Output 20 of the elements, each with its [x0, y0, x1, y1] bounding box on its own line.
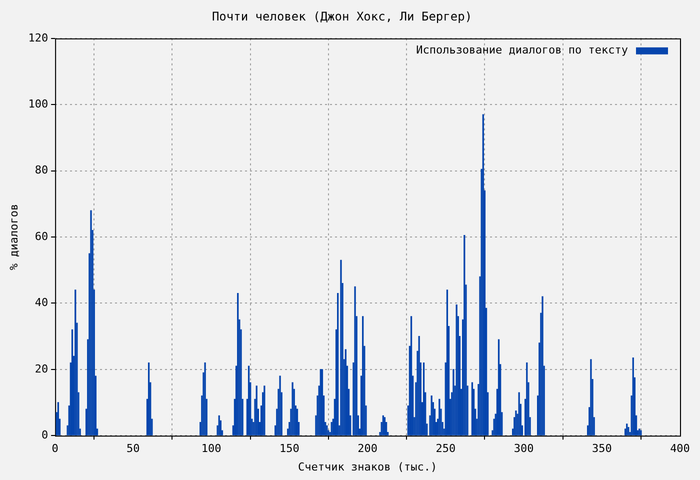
x-axis-title: Счетчик знаков (тыс.): [298, 460, 438, 474]
y-tick-label: 60: [34, 230, 48, 243]
y-tick-label: 20: [34, 362, 48, 376]
x-tick-label: 300: [514, 442, 534, 456]
x-tick-label: 50: [126, 442, 140, 456]
x-tick-label: 250: [436, 442, 456, 456]
x-tick-label: 350: [592, 442, 612, 456]
x-tick-label: 400: [670, 442, 690, 456]
x-tick-label: 200: [358, 442, 378, 456]
chart-title: Почти человек (Джон Хокс, Ли Бергер): [212, 9, 472, 24]
y-tick-label: 100: [28, 97, 48, 110]
y-axis-title: % диалогов: [7, 204, 20, 270]
y-tick-label: 120: [28, 31, 48, 44]
legend-label: Использование диалогов по тексту: [416, 43, 628, 56]
y-tick-label: 40: [34, 296, 48, 310]
y-tick-label: 80: [34, 164, 48, 177]
y-tick-label: 0: [41, 428, 48, 442]
x-tick-label: 150: [279, 442, 300, 456]
x-tick-label: 100: [201, 442, 222, 456]
x-tick-label: 0: [52, 442, 58, 456]
